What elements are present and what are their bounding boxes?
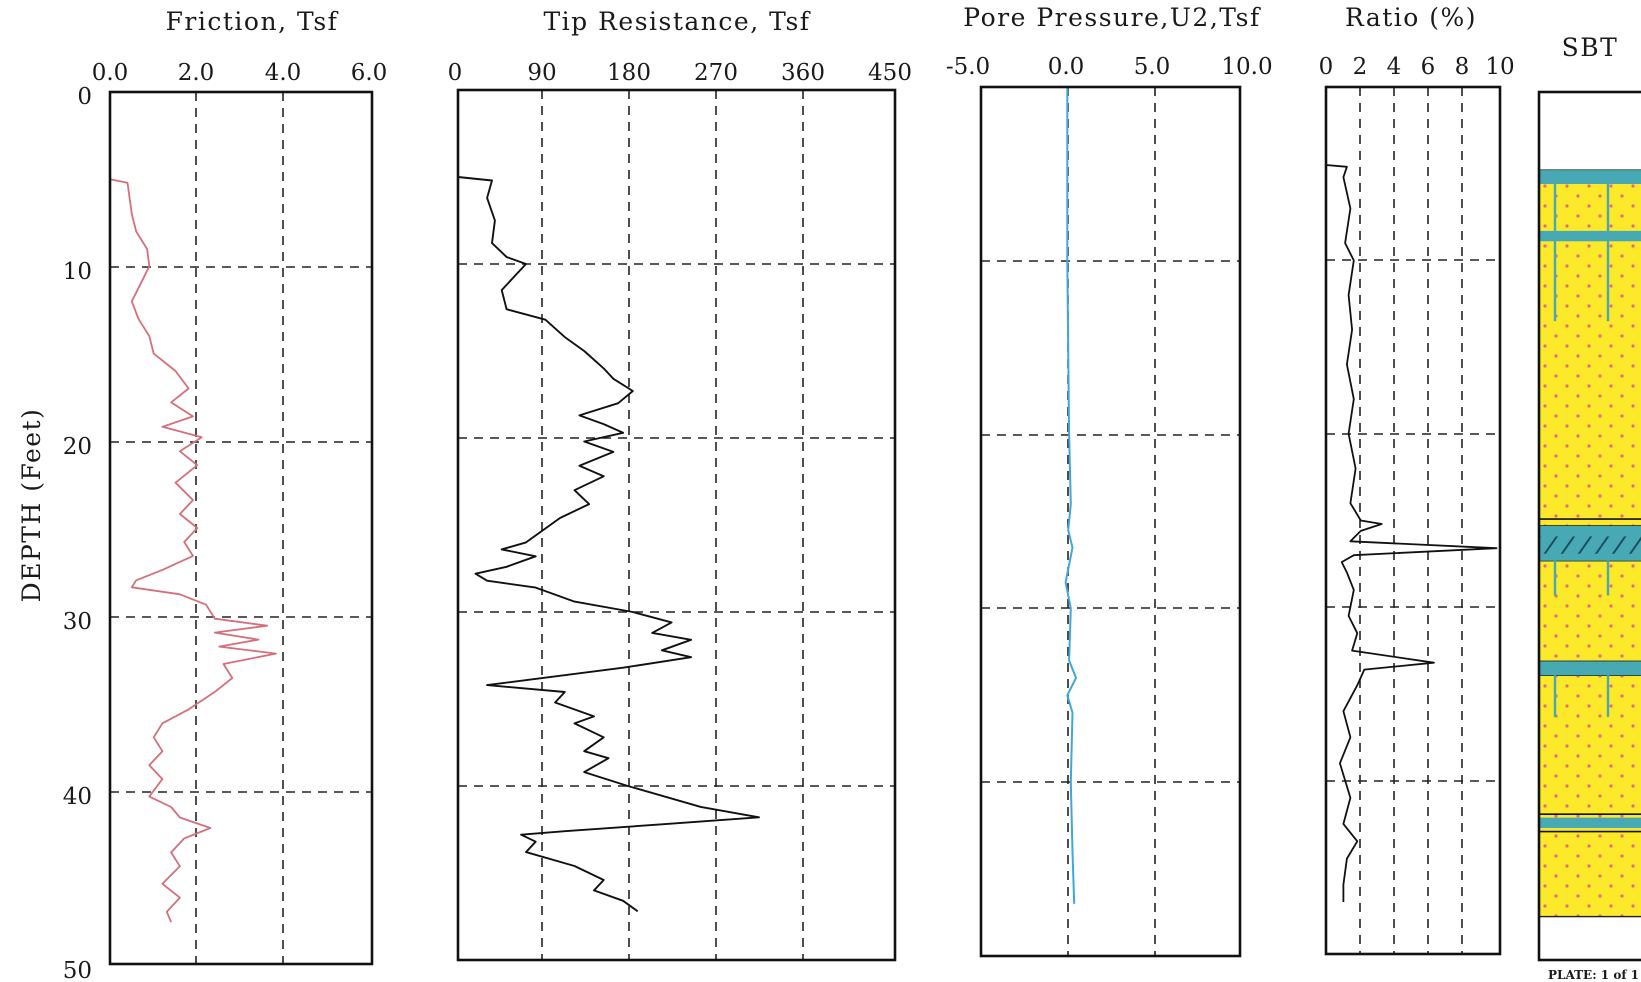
sbt-band xyxy=(1539,661,1641,676)
pore-xtick-1: 0.0 xyxy=(1048,54,1085,80)
ratio-frame xyxy=(1324,85,1502,956)
ratio-xtick-1: 2 xyxy=(1353,54,1368,80)
pore-xtick-0: -5.0 xyxy=(946,54,990,80)
pore-grid xyxy=(981,87,1240,956)
sbt-band xyxy=(1539,553,1641,561)
friction-profile-line xyxy=(109,92,277,923)
sbt-band xyxy=(1539,817,1641,829)
depth-tick-50: 50 xyxy=(63,958,92,982)
depth-axis-label: DEPTH (Feet) xyxy=(17,408,46,603)
depth-tick-40: 40 xyxy=(63,784,92,810)
tip-xtick-3: 270 xyxy=(694,60,738,86)
ratio-xtick-3: 6 xyxy=(1421,54,1436,80)
sbt-panel: SBT PLATE: 1 of 1 xyxy=(1537,33,1641,982)
pore-xtick-2: 5.0 xyxy=(1134,54,1171,80)
sbt-band xyxy=(1539,170,1641,185)
ratio-xtick-5: 10 xyxy=(1485,54,1514,80)
tip-xtick-4: 360 xyxy=(781,60,825,86)
friction-xtick-0: 0.0 xyxy=(92,60,129,86)
friction-xtick-1: 2.0 xyxy=(178,60,215,86)
pore-frame xyxy=(979,85,1242,958)
depth-tick-20: 20 xyxy=(63,434,92,460)
tip-xtick-0: 0 xyxy=(448,60,463,86)
friction-title: Friction, Tsf xyxy=(166,7,339,36)
pore-pressure-panel: Pore Pressure,U2,Tsf -5.0 0.0 5.0 10.0 xyxy=(946,3,1273,958)
ratio-xtick-4: 8 xyxy=(1455,54,1470,80)
depth-tick-30: 30 xyxy=(63,609,92,635)
ratio-xtick-2: 4 xyxy=(1387,54,1402,80)
sbt-band xyxy=(1539,526,1641,537)
ratio-title: Ratio (%) xyxy=(1345,3,1477,32)
tip-xtick-1: 90 xyxy=(527,60,556,86)
friction-xtick-2: 4.0 xyxy=(265,60,302,86)
tip-frame xyxy=(456,88,897,962)
sbt-title: SBT xyxy=(1562,33,1619,62)
ratio-xtick-0: 0 xyxy=(1319,54,1334,80)
depth-tick-0: 0 xyxy=(77,84,92,110)
tip-xtick-5: 450 xyxy=(868,60,912,86)
pore-title: Pore Pressure,U2,Tsf xyxy=(963,3,1261,32)
pore-pressure-profile-line xyxy=(1064,87,1077,904)
friction-panel: Friction, Tsf 0.0 2.0 4.0 6.0 xyxy=(92,7,388,966)
sbt-band xyxy=(1539,230,1641,242)
depth-axis: DEPTH (Feet) 0 10 20 30 40 50 xyxy=(17,84,92,982)
tip-resistance-profile-line xyxy=(457,176,760,913)
tip-grid xyxy=(458,90,895,960)
friction-xtick-3: 6.0 xyxy=(351,60,388,86)
tip-xtick-2: 180 xyxy=(607,60,651,86)
depth-tick-10: 10 xyxy=(63,259,92,285)
ratio-grid xyxy=(1326,87,1500,954)
ratio-panel: Ratio (%) 0 2 4 6 8 10 xyxy=(1319,3,1515,956)
plate-label: PLATE: 1 of 1 xyxy=(1548,968,1639,982)
ratio-profile-line xyxy=(1325,87,1498,902)
sbt-frame xyxy=(1537,90,1641,962)
tip-title: Tip Resistance, Tsf xyxy=(543,7,810,36)
pore-xtick-3: 10.0 xyxy=(1221,54,1272,80)
tip-resistance-panel: Tip Resistance, Tsf 0 90 180 270 360 450 xyxy=(448,7,912,962)
friction-frame xyxy=(108,90,374,966)
friction-grid xyxy=(110,92,372,964)
sbt-layers xyxy=(1539,169,1641,918)
